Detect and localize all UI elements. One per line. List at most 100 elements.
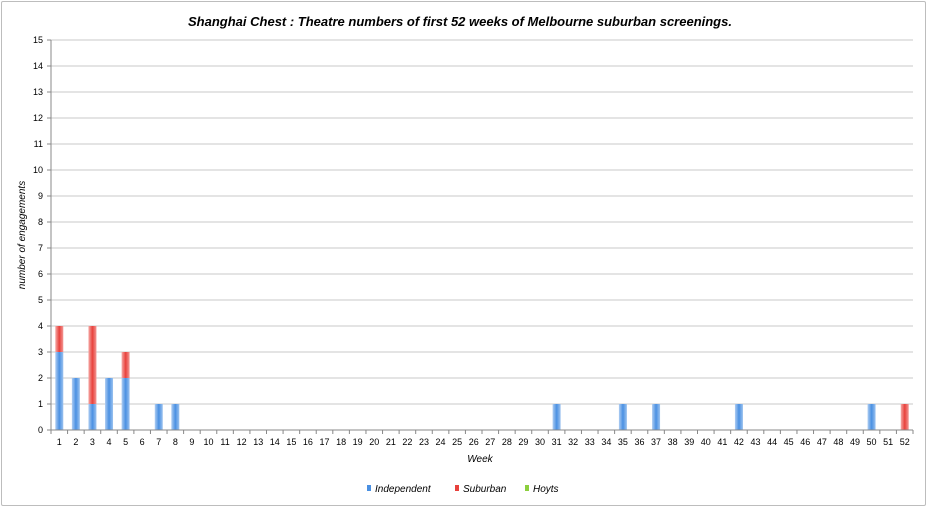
x-tick-label: 40 <box>701 437 711 447</box>
x-tick-label: 30 <box>535 437 545 447</box>
x-tick-label: 36 <box>634 437 644 447</box>
x-tick-label: 24 <box>436 437 446 447</box>
legend-label-independent: Independent <box>375 484 432 495</box>
x-tick-label: 46 <box>800 437 810 447</box>
x-tick-label: 25 <box>452 437 462 447</box>
bars <box>55 326 909 430</box>
bar-suburban-week-52 <box>900 404 909 430</box>
x-axis-ticks: 1 2 3 4 5 6 7 8 9 10 11 12 13 14 15 16 17 18 19 20 21 22 23 24 2… <box>50 430 914 447</box>
x-tick-label: 48 <box>833 437 843 447</box>
bar-independent-week-4 <box>105 378 114 430</box>
legend-label-hoyts: Hoyts <box>533 484 559 495</box>
x-tick-label: 31 <box>552 437 562 447</box>
bar-independent-week-7 <box>154 404 163 430</box>
legend-swatch-independent <box>367 485 371 491</box>
y-axis-label: number of engagements <box>17 181 28 289</box>
x-tick-label: 35 <box>618 437 628 447</box>
y-tick-label: 8 <box>38 217 43 227</box>
y-tick-label: 0 <box>38 425 43 435</box>
y-tick-label: 4 <box>38 321 43 331</box>
x-tick-label: 26 <box>469 437 479 447</box>
y-tick-label: 5 <box>38 295 43 305</box>
x-tick-label: 23 <box>419 437 429 447</box>
axes <box>50 40 913 431</box>
x-tick-label: 8 <box>173 437 178 447</box>
x-tick-label: 51 <box>883 437 893 447</box>
x-tick-label: 27 <box>485 437 495 447</box>
x-tick-label: 15 <box>286 437 296 447</box>
x-tick-label: 28 <box>502 437 512 447</box>
x-tick-label: 22 <box>402 437 412 447</box>
bar-independent-week-50 <box>867 404 876 430</box>
x-tick-label: 42 <box>734 437 744 447</box>
x-tick-label: 10 <box>203 437 213 447</box>
grid-lines <box>51 39 913 431</box>
x-tick-label: 11 <box>220 437 229 447</box>
x-tick-label: 4 <box>107 437 112 447</box>
x-tick-label: 3 <box>90 437 95 447</box>
x-tick-label: 38 <box>668 437 678 447</box>
x-tick-label: 18 <box>336 437 346 447</box>
x-tick-label: 41 <box>717 437 727 447</box>
y-tick-label: 9 <box>38 191 43 201</box>
bar-independent-week-1 <box>55 352 64 430</box>
x-tick-label: 39 <box>684 437 694 447</box>
y-tick-label: 2 <box>38 373 43 383</box>
x-tick-label: 45 <box>784 437 794 447</box>
x-tick-label: 37 <box>651 437 661 447</box>
y-tick-label: 10 <box>33 165 43 175</box>
bar-independent-week-35 <box>618 404 627 430</box>
bar-suburban-week-5 <box>121 352 130 378</box>
x-tick-label: 49 <box>850 437 860 447</box>
x-tick-label: 14 <box>270 437 280 447</box>
x-tick-label: 21 <box>386 437 396 447</box>
x-tick-label: 17 <box>320 437 330 447</box>
y-tick-label: 12 <box>33 113 43 123</box>
y-tick-label: 3 <box>38 347 43 357</box>
y-tick-label: 13 <box>33 87 43 97</box>
x-tick-label: 20 <box>369 437 379 447</box>
x-tick-label: 50 <box>867 437 877 447</box>
bar-independent-week-2 <box>71 378 80 430</box>
y-tick-label: 14 <box>33 61 43 71</box>
bar-independent-week-37 <box>652 404 661 430</box>
bar-independent-week-42 <box>734 404 743 430</box>
x-tick-label: 29 <box>518 437 528 447</box>
x-tick-label: 47 <box>817 437 827 447</box>
bar-suburban-week-3 <box>88 326 97 404</box>
x-tick-label: 1 <box>57 437 62 447</box>
x-tick-label: 43 <box>751 437 761 447</box>
x-tick-label: 32 <box>568 437 578 447</box>
y-tick-label: 11 <box>34 139 43 149</box>
legend-label-suburban: Suburban <box>463 484 507 495</box>
x-tick-label: 52 <box>900 437 910 447</box>
y-tick-label: 7 <box>38 243 43 253</box>
x-tick-label: 19 <box>353 437 363 447</box>
x-tick-label: 9 <box>189 437 194 447</box>
y-tick-label: 6 <box>38 269 43 279</box>
x-tick-label: 7 <box>156 437 161 447</box>
x-axis-label: Week <box>467 454 493 465</box>
bar-independent-week-3 <box>88 404 97 430</box>
bar-suburban-week-1 <box>55 326 64 352</box>
x-tick-label: 44 <box>767 437 777 447</box>
x-tick-label: 34 <box>601 437 611 447</box>
bar-independent-week-31 <box>552 404 561 430</box>
x-tick-label: 33 <box>585 437 595 447</box>
bar-independent-week-5 <box>121 378 130 430</box>
y-tick-label: 1 <box>38 399 43 409</box>
legend-swatch-suburban <box>455 485 459 491</box>
x-tick-label: 16 <box>303 437 313 447</box>
chart-title: Shanghai Chest : Theatre numbers of firs… <box>188 14 732 29</box>
x-tick-label: 13 <box>253 437 263 447</box>
legend-swatch-hoyts <box>525 485 529 491</box>
x-tick-label: 5 <box>123 437 128 447</box>
x-tick-label: 2 <box>73 437 78 447</box>
y-tick-label: 15 <box>33 35 43 45</box>
bar-independent-week-8 <box>171 404 180 430</box>
legend: Independent Suburban Hoyts <box>367 484 559 495</box>
x-tick-label: 12 <box>237 437 247 447</box>
x-tick-label: 6 <box>140 437 145 447</box>
